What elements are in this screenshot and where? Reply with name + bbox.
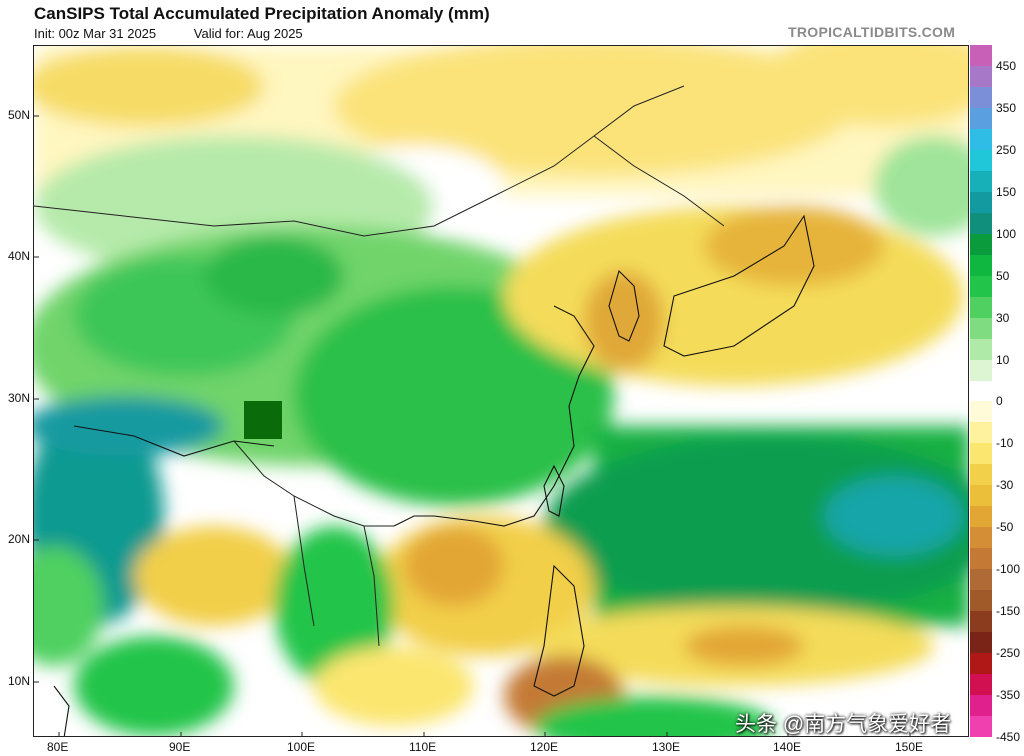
colorbar-swatch [970, 317, 992, 340]
colorbar-swatch [970, 485, 992, 507]
init-time: Init: 00z Mar 31 2025 [34, 26, 157, 41]
lat-label-40n: 40N [7, 249, 30, 263]
colorbar [970, 45, 992, 738]
colorbar-swatch [970, 233, 992, 256]
colorbar-swatch [970, 695, 992, 717]
lon-label-90e: 90E [169, 740, 191, 754]
colorbar-swatch [970, 506, 992, 528]
lon-label-100e: 100E [287, 740, 316, 754]
colorbar-swatch [970, 170, 992, 193]
colorbar-tick-label: -10 [996, 436, 1014, 451]
colorbar-tick-label: 450 [996, 58, 1017, 73]
colorbar-swatch [970, 464, 992, 486]
colorbar-tick-label: 100 [996, 226, 1017, 241]
colorbar-swatch [970, 716, 992, 738]
colorbar-swatch [970, 65, 992, 88]
colorbar-tick-label: -450 [996, 730, 1021, 744]
lon-label-80e: 80E [47, 740, 69, 754]
colorbar-tick-label: 150 [996, 184, 1017, 199]
colorbar-swatch [970, 45, 992, 67]
colorbar-swatch [970, 401, 992, 423]
colorbar-swatch [970, 527, 992, 549]
colorbar-swatch [970, 191, 992, 214]
colorbar-tick-label: -150 [996, 604, 1021, 619]
colorbar-swatch [970, 380, 992, 402]
colorbar-swatch [970, 443, 992, 465]
valid-time: Valid for: Aug 2025 [193, 26, 303, 41]
lat-label-20n: 20N [7, 532, 30, 546]
map-subtitle: Init: 00z Mar 31 2025 Valid for: Aug 202… [34, 26, 303, 41]
colorbar-swatch [970, 149, 992, 172]
colorbar-tick-label: 350 [996, 100, 1017, 115]
colorbar-swatch [970, 254, 992, 277]
lat-label-30n: 30N [7, 391, 30, 405]
precip-anomaly-map [34, 46, 968, 736]
national-borders [34, 85, 725, 647]
brand-label: TROPICALTIDBITS.COM [788, 24, 956, 40]
colorbar-swatch [970, 548, 992, 570]
coastlines [53, 214, 815, 736]
colorbar-tick-label: -50 [996, 520, 1014, 535]
colorbar-tick-label: 30 [996, 310, 1010, 325]
colorbar-swatch [970, 212, 992, 235]
lon-label-110e: 110E [409, 740, 437, 754]
colorbar-swatch [970, 338, 992, 361]
colorbar-tick-label: -100 [996, 562, 1021, 577]
colorbar-swatch [970, 569, 992, 591]
colorbar-tick-label: 10 [996, 352, 1010, 367]
colorbar-tick-label: -30 [996, 478, 1014, 493]
lat-label-50n: 50N [7, 108, 30, 122]
map-panel [33, 45, 969, 737]
colorbar-swatch [970, 359, 992, 381]
colorbar-swatch [970, 632, 992, 654]
colorbar-swatch [970, 128, 992, 151]
lon-label-130e: 130E [652, 740, 681, 754]
colorbar-swatch [970, 590, 992, 612]
colorbar-tick-label: 0 [996, 394, 1003, 409]
map-title: CanSIPS Total Accumulated Precipitation … [34, 4, 490, 23]
colorbar-swatch [970, 674, 992, 696]
colorbar-swatch [970, 653, 992, 675]
colorbar-swatch [970, 86, 992, 109]
lon-label-140e: 140E [773, 740, 802, 754]
colorbar-swatch [970, 296, 992, 319]
colorbar-tick-label: -250 [996, 646, 1021, 661]
lon-label-120e: 120E [530, 740, 559, 754]
colorbar-swatch [970, 611, 992, 633]
watermark-text: 头条 @南方气象爱好者 [735, 713, 952, 736]
lon-label-150e: 150E [895, 740, 924, 754]
lat-label-10n: 10N [7, 674, 30, 688]
colorbar-tick-label: -350 [996, 688, 1021, 703]
colorbar-tick-label: 250 [996, 142, 1017, 157]
axis-ticks [34, 115, 911, 736]
colorbar-swatch [970, 422, 992, 444]
colorbar-swatch [970, 107, 992, 130]
colorbar-swatch [970, 275, 992, 298]
colorbar-tick-label: 50 [996, 268, 1010, 283]
